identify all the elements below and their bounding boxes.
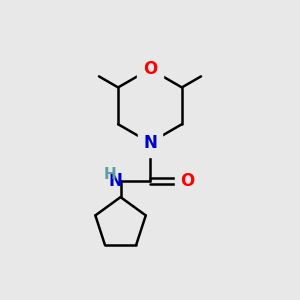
- Text: N: N: [108, 172, 122, 190]
- Text: N: N: [143, 134, 157, 152]
- Text: H: H: [104, 167, 117, 182]
- Text: O: O: [143, 60, 157, 78]
- Text: O: O: [181, 172, 195, 190]
